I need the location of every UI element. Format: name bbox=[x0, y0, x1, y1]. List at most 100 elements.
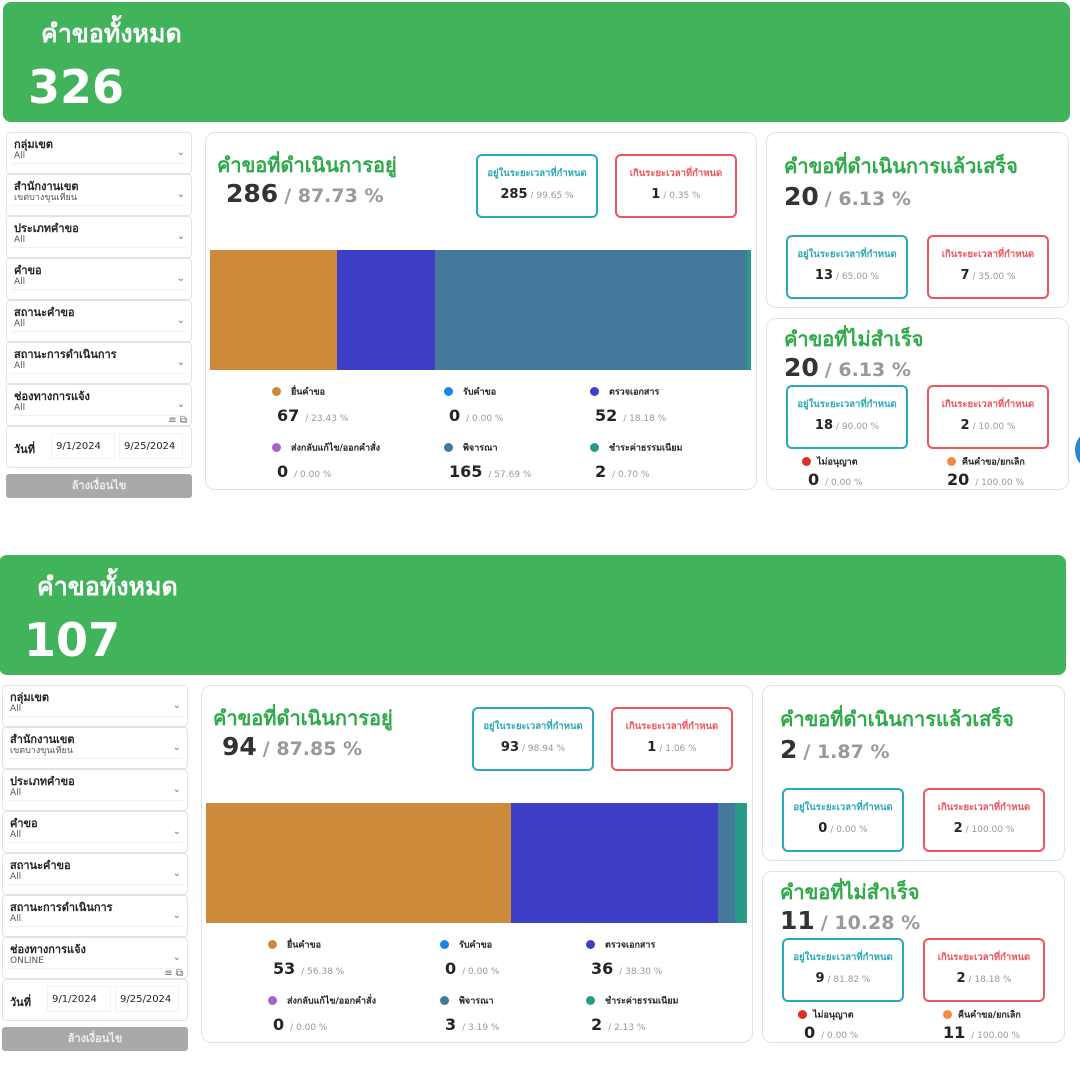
filter-dropdown[interactable]: All bbox=[7, 786, 183, 801]
filter-panel: กลุ่มเขต All ⌄ สำนักงานเขต เขตบางขุนเทีย… bbox=[2, 685, 188, 1051]
chevron-down-icon[interactable]: ⌄ bbox=[172, 826, 181, 837]
legend-pct: / 56.38 % bbox=[301, 967, 345, 977]
filter-dropdown[interactable]: All bbox=[7, 702, 183, 717]
failed-ontime-box: อยู่ในระยะเวลาที่กำหนด 18/ 90.00 % bbox=[786, 385, 908, 449]
in-progress-count: 94 bbox=[222, 732, 257, 761]
chevron-down-icon[interactable]: ⌄ bbox=[172, 910, 181, 921]
in-progress-ontime-pct: / 98.94 % bbox=[522, 744, 566, 754]
status-stacked-bar bbox=[206, 803, 747, 923]
completed-count: 2 bbox=[780, 735, 798, 764]
bar-segment[interactable] bbox=[511, 803, 719, 923]
filter-label: กลุ่มเขต bbox=[10, 691, 50, 704]
date-to-input[interactable]: 9/25/2024 bbox=[115, 986, 179, 1012]
completed-overdue-box: เกินระยะเวลาที่กำหนด 2/ 100.00 % bbox=[923, 788, 1045, 852]
failed-ontime-box: อยู่ในระยะเวลาที่กำหนด 9/ 81.82 % bbox=[782, 938, 904, 1002]
filter-icon[interactable]: ≡ ⧉ bbox=[164, 968, 183, 979]
in-progress-ontime-box: อยู่ในระยะเวลาที่กำหนด 93/ 98.94 % bbox=[472, 707, 594, 771]
bar-segment[interactable] bbox=[435, 250, 748, 370]
bar-segment[interactable] bbox=[336, 250, 436, 370]
chevron-down-icon[interactable]: ⌄ bbox=[176, 231, 185, 242]
chevron-down-icon[interactable]: ⌄ bbox=[172, 742, 181, 753]
completed-overdue-pct: / 100.00 % bbox=[965, 825, 1015, 835]
in-progress-ontime-pct: / 99.65 % bbox=[530, 191, 574, 201]
filter-dropdown[interactable]: All bbox=[11, 317, 187, 332]
date-range-slicer: ≡ ⧉ วันที่ 9/1/2024 9/25/2024 bbox=[2, 968, 188, 1021]
date-to-input[interactable]: 9/25/2024 bbox=[119, 433, 183, 459]
legend-label: รับคำขอ bbox=[459, 940, 493, 951]
legend-label: ตรวจเอกสาร bbox=[605, 940, 656, 951]
total-count: 107 bbox=[24, 613, 121, 667]
failed-card: คำขอที่ไม่สำเร็จ 20/ 6.13 % อยู่ในระยะเว… bbox=[766, 318, 1069, 490]
legend-count: 2 bbox=[595, 462, 607, 481]
chevron-down-icon[interactable]: ⌄ bbox=[176, 315, 185, 326]
outcome-count: 11 bbox=[943, 1023, 966, 1042]
completed-pct: / 6.13 % bbox=[824, 188, 911, 210]
in-progress-title: คำขอที่ดำเนินการอยู่ bbox=[217, 153, 397, 177]
completed-count: 20 bbox=[784, 182, 819, 211]
filter-dropdown[interactable]: All bbox=[11, 233, 187, 248]
legend-dot-icon bbox=[440, 940, 449, 949]
legend-pct: / 0.70 % bbox=[612, 470, 650, 480]
chevron-down-icon[interactable]: ⌄ bbox=[176, 273, 185, 284]
in-progress-overdue-label: เกินระยะเวลาที่กำหนด bbox=[629, 168, 723, 179]
legend-count: 3 bbox=[445, 1015, 457, 1034]
failed-overdue-pct: / 18.18 % bbox=[968, 975, 1012, 985]
filter-dropdown[interactable]: All bbox=[11, 149, 187, 164]
date-label: วันที่ bbox=[14, 443, 35, 456]
legend-label: ยื่นคำขอ bbox=[291, 387, 326, 398]
in-progress-overdue-box: เกินระยะเวลาที่กำหนด 1/ 1.06 % bbox=[611, 707, 733, 771]
chevron-down-icon[interactable]: ⌄ bbox=[172, 952, 181, 963]
filter-dropdown[interactable]: All bbox=[7, 912, 183, 927]
legend-count: 53 bbox=[273, 959, 296, 978]
in-progress-card: คำขอที่ดำเนินการอยู่ 94/ 87.85 % อยู่ในร… bbox=[201, 685, 753, 1043]
filter-slicer: คำขอ All ⌄ bbox=[6, 258, 192, 300]
chevron-down-icon[interactable]: ⌄ bbox=[172, 868, 181, 879]
filter-dropdown[interactable]: All bbox=[11, 359, 187, 374]
outcome-count: 0 bbox=[808, 470, 820, 489]
legend-label: ส่งกลับแก้ไข/ออกคำสั่ง bbox=[287, 996, 377, 1007]
filter-dropdown[interactable]: All bbox=[11, 401, 187, 416]
chevron-down-icon[interactable]: ⌄ bbox=[176, 357, 185, 368]
bar-segment[interactable] bbox=[206, 803, 512, 923]
legend-item: ส่งกลับแก้ไข/ออกคำสั่ง 0 / 0.00 % bbox=[272, 437, 422, 481]
filter-slicer: สถานะการดำเนินการ All ⌄ bbox=[6, 342, 192, 384]
legend-dot-icon bbox=[586, 940, 595, 949]
clear-filters-button[interactable]: ล้างเงื่อนไข bbox=[2, 1027, 188, 1051]
legend-item: ตรวจเอกสาร 36 / 38.30 % bbox=[586, 934, 736, 978]
chevron-down-icon[interactable]: ⌄ bbox=[176, 189, 185, 200]
legend-dot-icon bbox=[798, 1010, 807, 1019]
filter-slicer: ประเภทคำขอ All ⌄ bbox=[2, 769, 188, 811]
bar-segment[interactable] bbox=[747, 250, 751, 370]
filter-icon[interactable]: ≡ ⧉ bbox=[168, 415, 187, 426]
legend-pct: / 2.13 % bbox=[608, 1023, 646, 1033]
status-stacked-bar bbox=[210, 250, 751, 370]
filter-dropdown[interactable]: เขตบางขุนเทียน bbox=[7, 744, 183, 759]
chevron-down-icon[interactable]: ⌄ bbox=[172, 784, 181, 795]
legend-label: พิจารณา bbox=[459, 996, 494, 1007]
filter-slicer: สำนักงานเขต เขตบางขุนเทียน ⌄ bbox=[2, 727, 188, 769]
chevron-down-icon[interactable]: ⌄ bbox=[176, 147, 185, 158]
bar-segment[interactable] bbox=[735, 803, 747, 923]
failed-overdue-box: เกินระยะเวลาที่กำหนด 2/ 18.18 % bbox=[923, 938, 1045, 1002]
filter-dropdown[interactable]: All bbox=[11, 275, 187, 290]
floating-action-button[interactable] bbox=[1075, 432, 1080, 468]
filter-slicer: สถานะคำขอ All ⌄ bbox=[2, 853, 188, 895]
outcome-item: ไม่อนุญาต 0 / 0.00 % bbox=[798, 1004, 948, 1042]
bar-segment[interactable] bbox=[718, 803, 736, 923]
filter-slicer: คำขอ All ⌄ bbox=[2, 811, 188, 853]
clear-filters-button[interactable]: ล้างเงื่อนไข bbox=[6, 474, 192, 498]
date-from-input[interactable]: 9/1/2024 bbox=[51, 433, 115, 459]
legend-dot-icon bbox=[947, 457, 956, 466]
filter-slicer: ช่องทางการแจ้ง ONLINE ⌄ bbox=[2, 937, 188, 979]
completed-ontime-box: อยู่ในระยะเวลาที่กำหนด 0/ 0.00 % bbox=[782, 788, 904, 852]
filter-dropdown[interactable]: All bbox=[7, 828, 183, 843]
filter-dropdown[interactable]: All bbox=[7, 870, 183, 885]
bar-segment[interactable] bbox=[210, 250, 337, 370]
legend-dot-icon bbox=[590, 443, 599, 452]
filter-dropdown[interactable]: ONLINE bbox=[7, 954, 183, 969]
filter-dropdown[interactable]: เขตบางขุนเทียน bbox=[11, 191, 187, 206]
date-from-input[interactable]: 9/1/2024 bbox=[47, 986, 111, 1012]
chevron-down-icon[interactable]: ⌄ bbox=[172, 700, 181, 711]
chevron-down-icon[interactable]: ⌄ bbox=[176, 399, 185, 410]
legend-label: ชำระค่าธรรมเนียม bbox=[605, 996, 679, 1007]
